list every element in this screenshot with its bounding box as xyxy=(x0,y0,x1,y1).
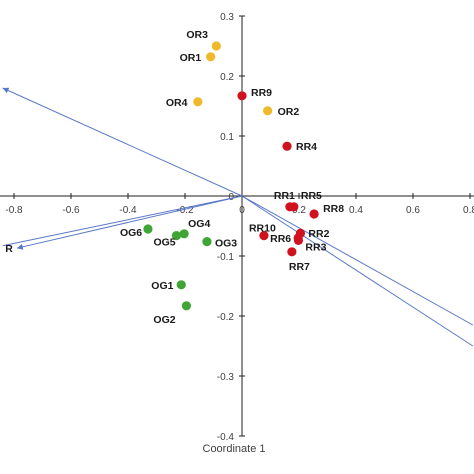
point-label-rr6: RR6 xyxy=(270,233,291,245)
biplot-vector xyxy=(241,195,474,347)
point-rr8 xyxy=(309,209,319,219)
point-rr7 xyxy=(287,247,297,257)
point-label-rr10: RR10 xyxy=(249,223,276,235)
point-label-rr4: RR4 xyxy=(296,141,317,153)
point-label-og3: OG3 xyxy=(215,238,237,250)
point-og5 xyxy=(171,231,182,241)
data-points xyxy=(143,41,319,311)
point-label-og4: OG4 xyxy=(188,218,210,230)
y-tick-label: -0.3 xyxy=(217,372,235,383)
point-og6 xyxy=(143,224,153,234)
y-tick-label: 0.3 xyxy=(220,12,234,23)
point-og2 xyxy=(181,301,192,311)
point-or2 xyxy=(263,106,273,116)
point-og4 xyxy=(179,229,189,239)
point-label-or2: OR2 xyxy=(278,106,300,118)
point-rr9 xyxy=(237,91,247,101)
biplot-vector xyxy=(16,195,243,250)
point-og3 xyxy=(202,237,212,247)
y-tick-label: 0 xyxy=(228,192,234,203)
point-label-rr8: RR8 xyxy=(323,203,344,215)
biplot-vector xyxy=(2,195,243,247)
y-tick-label: -0.1 xyxy=(217,252,235,263)
point-label-or3: OR3 xyxy=(186,29,208,41)
y-tick-label: 0.2 xyxy=(220,72,234,83)
point-label-or1: OR1 xyxy=(180,52,202,64)
point-or3 xyxy=(211,41,221,51)
biplot-vector xyxy=(2,87,243,197)
point-label-og2: OG2 xyxy=(153,314,175,326)
y-tick-label: -0.2 xyxy=(217,312,235,323)
vector-end-label: R xyxy=(5,243,13,255)
x-tick-label: 0.2 xyxy=(292,205,306,216)
point-rr3 xyxy=(293,235,304,245)
x-axis-title: Coordinate 1 xyxy=(203,443,266,455)
point-label-rr3: RR3 xyxy=(305,241,326,253)
point-label-rr1: RR1 xyxy=(274,190,295,202)
point-label-rr9: RR9 xyxy=(251,87,272,99)
x-tick-label: 0.8 xyxy=(463,205,474,216)
point-or4 xyxy=(193,97,203,107)
y-tick-label: -0.4 xyxy=(217,432,235,443)
point-or1 xyxy=(206,52,216,62)
biplot-vector xyxy=(241,195,474,326)
point-label-og6: OG6 xyxy=(120,227,142,239)
point-rr5 xyxy=(289,202,299,212)
point-label-or4: OR4 xyxy=(166,97,188,109)
x-tick-label: -0.2 xyxy=(176,205,194,216)
point-label-rr2: RR2 xyxy=(308,228,329,240)
x-tick-label: 0.6 xyxy=(406,205,420,216)
point-label-rr7: RR7 xyxy=(289,261,310,273)
x-tick-label: -0.6 xyxy=(62,205,80,216)
axes: -0.8 -0.6 -0.4 -0.2 0 0.2 0.4 0.6 0.8 -0.4 -0.3 -0.… xyxy=(0,12,474,443)
biplot-vectors xyxy=(2,87,474,347)
point-label-og1: OG1 xyxy=(151,280,173,292)
point-rr4 xyxy=(282,141,292,151)
x-tick-label: -0.8 xyxy=(5,205,23,216)
point-label-og5: OG5 xyxy=(153,237,175,249)
x-tick-label: -0.4 xyxy=(119,205,137,216)
y-tick-label: 0.1 xyxy=(220,132,234,143)
point-rr10 xyxy=(259,231,269,241)
x-tick-label: 0.4 xyxy=(349,205,363,216)
point-label-rr5: RR5 xyxy=(301,190,322,202)
x-tick-label: 0 xyxy=(239,205,245,216)
point-og1 xyxy=(176,280,186,290)
